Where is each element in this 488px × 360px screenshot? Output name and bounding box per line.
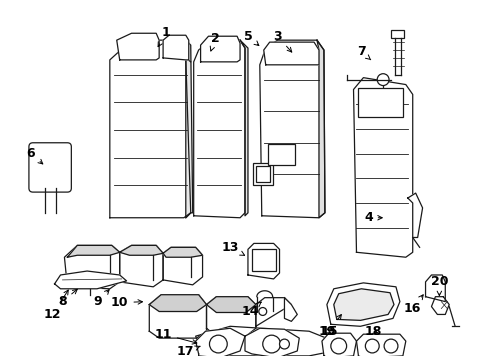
Text: 15: 15 — [320, 315, 341, 338]
Polygon shape — [163, 35, 188, 60]
Polygon shape — [356, 334, 405, 358]
Text: 5: 5 — [243, 30, 258, 45]
FancyBboxPatch shape — [29, 143, 71, 192]
Polygon shape — [255, 298, 291, 326]
Polygon shape — [247, 243, 279, 279]
Text: 1: 1 — [158, 26, 170, 47]
Circle shape — [330, 338, 346, 354]
Circle shape — [262, 335, 280, 353]
Polygon shape — [120, 246, 163, 255]
Polygon shape — [163, 247, 202, 257]
Polygon shape — [200, 36, 240, 62]
Polygon shape — [206, 297, 255, 336]
Polygon shape — [206, 297, 255, 312]
Polygon shape — [67, 246, 120, 257]
Text: 18: 18 — [364, 325, 381, 338]
Polygon shape — [149, 295, 206, 338]
Text: 13: 13 — [221, 241, 244, 255]
Circle shape — [376, 74, 388, 86]
Text: 4: 4 — [363, 211, 382, 224]
Text: 2: 2 — [210, 32, 219, 51]
Polygon shape — [326, 283, 399, 326]
Circle shape — [209, 335, 227, 353]
Polygon shape — [195, 328, 244, 358]
Text: 7: 7 — [356, 45, 370, 60]
Polygon shape — [117, 33, 159, 60]
Text: 3: 3 — [273, 30, 291, 52]
Text: 11: 11 — [154, 328, 197, 344]
Polygon shape — [240, 40, 247, 216]
Polygon shape — [120, 246, 163, 287]
Text: 14: 14 — [241, 302, 261, 318]
Bar — [255, 166, 269, 182]
Circle shape — [365, 339, 378, 353]
Polygon shape — [430, 297, 448, 314]
Polygon shape — [185, 40, 192, 218]
Polygon shape — [425, 275, 445, 302]
Polygon shape — [259, 40, 324, 218]
Circle shape — [279, 339, 289, 349]
Text: 6: 6 — [26, 147, 42, 164]
Polygon shape — [195, 326, 333, 356]
Polygon shape — [163, 247, 202, 285]
Polygon shape — [321, 333, 356, 358]
Polygon shape — [149, 295, 206, 311]
Polygon shape — [316, 40, 324, 218]
Text: 9: 9 — [94, 290, 109, 308]
Polygon shape — [333, 289, 393, 320]
Text: 10: 10 — [111, 296, 142, 309]
Polygon shape — [55, 271, 126, 289]
Circle shape — [258, 307, 266, 315]
Bar — [252, 163, 272, 185]
Polygon shape — [353, 78, 412, 257]
Bar — [358, 87, 402, 117]
Polygon shape — [193, 40, 244, 218]
Polygon shape — [110, 40, 190, 218]
Circle shape — [384, 339, 397, 353]
Text: 16: 16 — [403, 295, 422, 315]
Bar — [267, 144, 295, 166]
Polygon shape — [284, 298, 297, 321]
Text: 19: 19 — [318, 325, 335, 338]
Bar — [390, 30, 403, 38]
Polygon shape — [407, 193, 422, 238]
Text: 8: 8 — [58, 289, 77, 308]
Polygon shape — [64, 246, 120, 289]
Text: 12: 12 — [44, 290, 68, 321]
Text: 20: 20 — [430, 275, 447, 296]
Bar — [251, 249, 275, 271]
Polygon shape — [244, 328, 299, 358]
Text: 17: 17 — [177, 346, 200, 359]
Polygon shape — [263, 42, 318, 65]
